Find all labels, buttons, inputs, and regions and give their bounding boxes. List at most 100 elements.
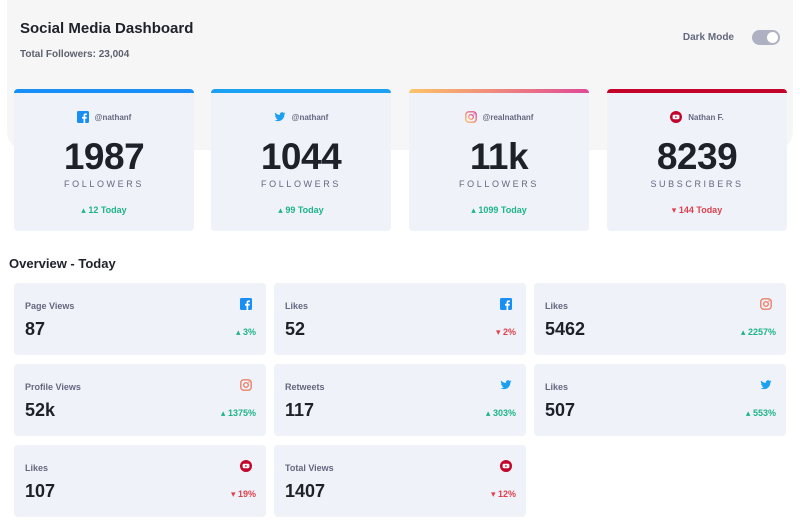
twitter-icon: [274, 112, 286, 122]
summary-card-instagram[interactable]: @realnathanf 11k FOLLOWERS ▴ 1099 Today: [409, 89, 589, 231]
metric-label: Likes: [545, 301, 569, 311]
daily-change-value: 99 Today: [285, 205, 324, 215]
account-handle: @nathanf: [291, 112, 329, 122]
arrow-up-icon: ▴: [235, 327, 241, 337]
card-accent-bar: [14, 89, 194, 93]
youtube-icon: [500, 460, 512, 472]
count-unit: FOLLOWERS: [459, 179, 539, 189]
overview-card-facebook-page-views[interactable]: Page Views 87 ▴ 3%: [14, 283, 266, 355]
daily-change: ▾ 144 Today: [607, 205, 787, 216]
metric-change: ▾ 12%: [491, 489, 516, 500]
metric-change-value: 3%: [242, 327, 256, 337]
arrow-up-icon: ▴: [745, 408, 751, 418]
count-unit: FOLLOWERS: [261, 179, 341, 189]
arrow-down-icon: ▾: [495, 327, 501, 337]
facebook-icon: [500, 298, 512, 310]
account-handle: @realnathanf: [482, 112, 534, 122]
metric-change: ▴ 3%: [236, 327, 256, 338]
metric-value: 507: [545, 400, 576, 420]
dark-mode-toggle[interactable]: Dark Mode: [683, 30, 780, 45]
follower-count: 1987: [63, 136, 145, 177]
metric-value: 5462: [545, 319, 586, 339]
metric-label: Retweets: [285, 382, 325, 392]
account-handle: @nathanf: [94, 112, 132, 122]
follower-count: 11k: [469, 136, 529, 177]
count-unit: FOLLOWERS: [64, 179, 144, 189]
metric-label: Likes: [285, 301, 309, 311]
metric-change-value: 2%: [502, 327, 516, 337]
card-accent-bar: [409, 89, 589, 93]
metric-change: ▴ 553%: [746, 408, 776, 419]
metric-value: 52k: [25, 400, 56, 420]
overview-card-youtube-likes[interactable]: Likes 107 ▾ 19%: [14, 445, 266, 517]
metric-change: ▾ 2%: [496, 327, 516, 338]
arrow-up-icon: ▴: [485, 408, 491, 418]
summary-card-twitter[interactable]: @nathanf 1044 FOLLOWERS ▴ 99 Today: [211, 89, 391, 231]
summary-cards: @nathanf 1987 FOLLOWERS ▴ 12 Today @nath…: [14, 89, 787, 231]
dark-mode-switch[interactable]: [752, 30, 780, 45]
daily-change: ▴ 99 Today: [211, 205, 391, 216]
overview-card-twitter-retweets[interactable]: Retweets 117 ▴ 303%: [274, 364, 526, 436]
metric-value: 87: [25, 319, 46, 339]
card-accent-bar: [211, 89, 391, 93]
overview-title: Overview - Today: [9, 256, 116, 271]
page-title: Social Media Dashboard: [20, 20, 194, 37]
metric-value: 1407: [285, 481, 326, 501]
metric-change: ▴ 1375%: [221, 408, 256, 419]
facebook-icon: [240, 298, 252, 310]
facebook-icon: [76, 111, 89, 123]
youtube-icon: [670, 111, 683, 123]
metric-change-value: 1375%: [227, 408, 256, 418]
daily-change-value: 1099 Today: [478, 205, 527, 215]
arrow-down-icon: ▾: [230, 489, 236, 499]
metric-label: Profile Views: [25, 382, 81, 392]
arrow-up-icon: ▴: [740, 327, 746, 337]
arrow-up-icon: ▴: [471, 205, 476, 215]
daily-change: ▴ 12 Today: [14, 205, 194, 216]
metric-value: 117: [285, 400, 315, 420]
metric-change-value: 303%: [492, 408, 516, 418]
instagram-icon: [240, 379, 252, 391]
metric-change: ▴ 2257%: [741, 327, 776, 338]
count-unit: SUBSCRIBERS: [650, 179, 744, 189]
metric-change: ▴ 303%: [486, 408, 516, 419]
metric-change-value: 19%: [237, 489, 256, 499]
card-accent-bar: [607, 89, 787, 93]
metric-change-value: 12%: [497, 489, 516, 499]
arrow-down-icon: ▾: [671, 205, 677, 215]
metric-label: Total Views: [285, 463, 334, 473]
metric-value: 52: [285, 319, 306, 339]
metric-change: ▾ 19%: [231, 489, 256, 500]
arrow-up-icon: ▴: [278, 205, 283, 215]
arrow-down-icon: ▾: [490, 489, 496, 499]
account-handle: Nathan F.: [688, 112, 724, 122]
metric-label: Page Views: [25, 301, 75, 311]
switch-knob: [767, 32, 778, 43]
overview-card-twitter-likes[interactable]: Likes 507 ▴ 553%: [534, 364, 786, 436]
instagram-icon: [760, 298, 772, 310]
metric-change-value: 553%: [752, 408, 776, 418]
daily-change-value: 144 Today: [678, 205, 723, 215]
overview-card-facebook-likes[interactable]: Likes 52 ▾ 2%: [274, 283, 526, 355]
overview-card-youtube-total-views[interactable]: Total Views 1407 ▾ 12%: [274, 445, 526, 517]
total-followers: Total Followers: 23,004: [20, 49, 130, 60]
subscriber-count: 8239: [656, 136, 738, 177]
metric-value: 107: [25, 481, 56, 501]
summary-card-facebook[interactable]: @nathanf 1987 FOLLOWERS ▴ 12 Today: [14, 89, 194, 231]
overview-card-instagram-profile-views[interactable]: Profile Views 52k ▴ 1375%: [14, 364, 266, 436]
daily-change-value: 12 Today: [88, 205, 127, 215]
dark-mode-label: Dark Mode: [682, 32, 734, 43]
summary-card-youtube[interactable]: Nathan F. 8239 SUBSCRIBERS ▾ 144 Today: [607, 89, 787, 231]
metric-label: Likes: [25, 463, 49, 473]
metric-label: Likes: [545, 382, 569, 392]
twitter-icon: [760, 380, 772, 390]
arrow-up-icon: ▴: [81, 205, 86, 215]
arrow-up-icon: ▴: [220, 408, 226, 418]
metric-change-value: 2257%: [747, 327, 776, 337]
daily-change: ▴ 1099 Today: [409, 205, 589, 216]
youtube-icon: [240, 460, 252, 472]
header: Social Media Dashboard Total Followers: …: [20, 20, 780, 60]
follower-count: 1044: [260, 136, 342, 177]
instagram-icon: [464, 111, 477, 123]
overview-card-instagram-likes[interactable]: Likes 5462 ▴ 2257%: [534, 283, 786, 355]
